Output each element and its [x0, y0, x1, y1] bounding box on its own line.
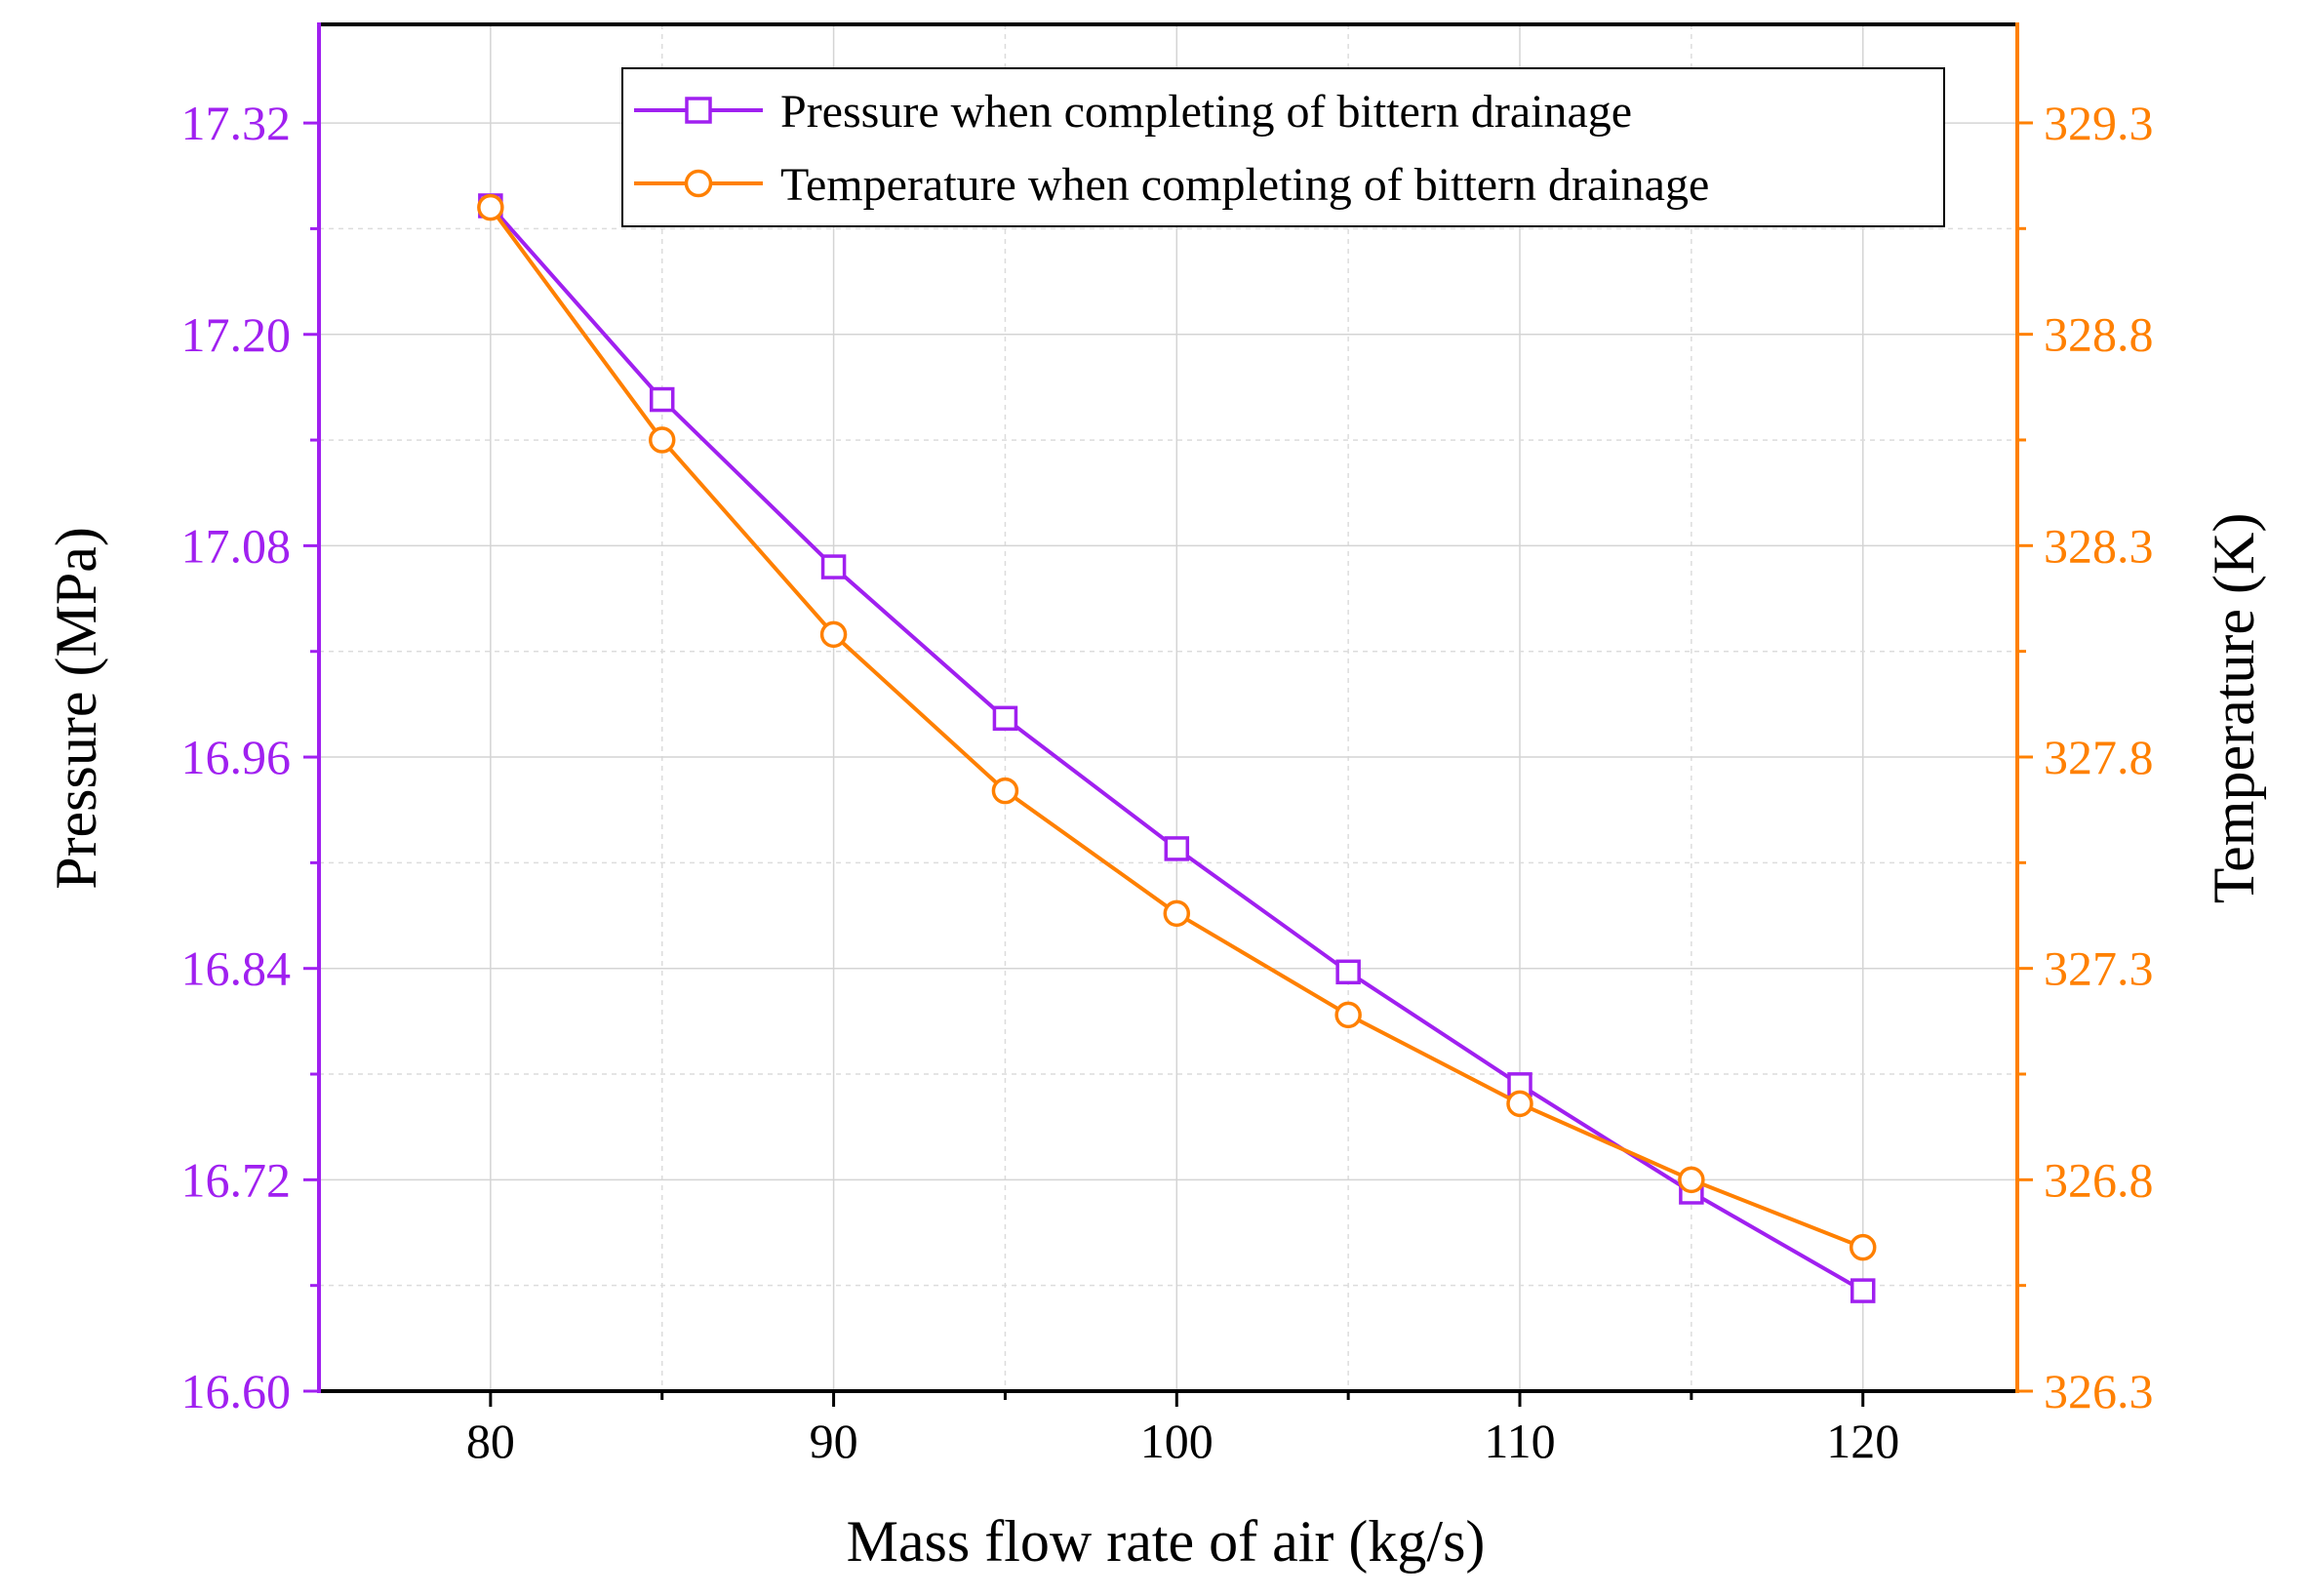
x-axis-label: Mass flow rate of air (kg/s): [847, 1509, 1486, 1574]
pressure-point: [1850, 1278, 1876, 1303]
right-axis-label: Temperature (K): [2202, 513, 2266, 904]
temperature-point: [1506, 1090, 1533, 1118]
left-axis-label: Pressure (MPa): [44, 527, 108, 890]
temperature-point: [819, 620, 848, 649]
left-y-tick-label: 16.96: [181, 730, 292, 784]
legend-box: [621, 67, 1945, 227]
legend-pressure-marker: [685, 97, 712, 124]
temperature-point: [1678, 1166, 1705, 1194]
x-tick-label: 120: [1826, 1414, 1899, 1468]
pressure-point: [649, 386, 675, 413]
right-y-tick-label: 327.8: [2044, 730, 2154, 784]
temperature-point: [1163, 899, 1191, 928]
left-y-tick-label: 16.72: [181, 1152, 292, 1207]
left-y-tick-label: 16.60: [181, 1364, 292, 1418]
left-y-tick-label: 17.32: [181, 96, 292, 150]
pressure-point: [1335, 959, 1361, 985]
pressure-point: [820, 554, 847, 579]
legend: Pressure when completing of bittern drai…: [621, 67, 1945, 227]
temperature-point: [1849, 1233, 1877, 1261]
temperature-point: [477, 193, 504, 221]
temperature-point: [1334, 1001, 1362, 1029]
grid: [319, 24, 2017, 1392]
temperature-point: [648, 426, 676, 454]
x-tick-label: 90: [810, 1414, 858, 1468]
left-y-tick-label: 17.20: [181, 307, 292, 362]
right-y-tick-label: 329.3: [2044, 96, 2154, 150]
series-layer: [477, 193, 1877, 1303]
right-y-tick-label: 326.8: [2044, 1152, 2154, 1207]
x-tick-label: 100: [1140, 1414, 1214, 1468]
x-tick-label: 110: [1484, 1414, 1555, 1468]
pressure-point: [1164, 836, 1190, 861]
legend-temperature-label: Temperature when completing of bittern d…: [780, 159, 1709, 211]
temperature-point: [991, 777, 1019, 805]
legend-pressure-label: Pressure when completing of bittern drai…: [780, 86, 1632, 138]
plot-frame: [317, 22, 2019, 1393]
pressure-point: [992, 705, 1018, 732]
legend-temperature-marker: [684, 169, 713, 198]
ticks: 80 90 100 110 120 16.60 16.72 16.84 16.96 17.08 17…: [181, 96, 2154, 1468]
x-tick-label: 80: [466, 1414, 515, 1468]
right-y-tick-label: 326.3: [2044, 1364, 2154, 1418]
right-y-tick-label: 328.8: [2044, 307, 2154, 362]
right-y-tick-label: 328.3: [2044, 518, 2154, 573]
left-y-tick-label: 16.84: [181, 941, 292, 996]
right-y-tick-label: 327.3: [2044, 941, 2154, 996]
left-y-tick-label: 17.08: [181, 518, 292, 573]
